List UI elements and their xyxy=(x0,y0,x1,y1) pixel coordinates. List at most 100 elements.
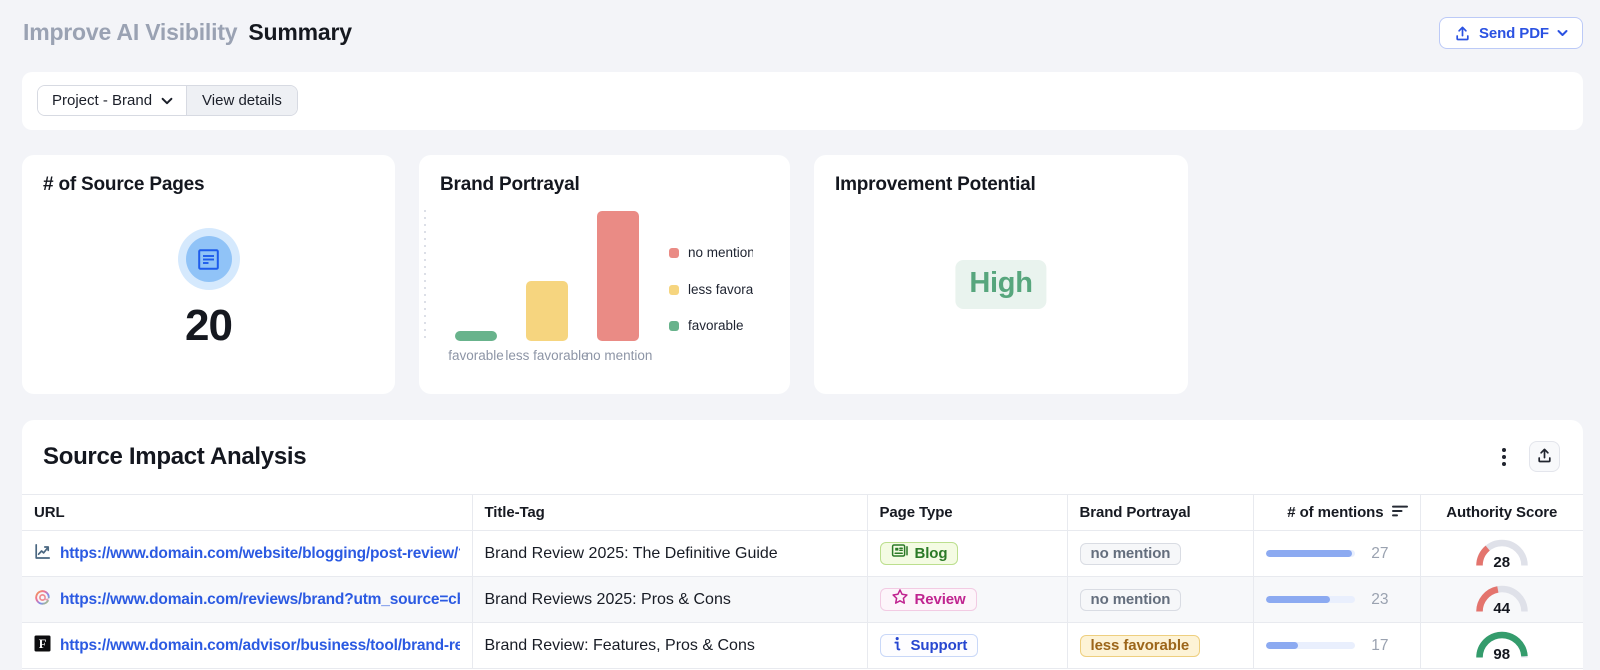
upload-icon xyxy=(1536,447,1553,467)
bar-favorable xyxy=(455,331,497,341)
title-tag-cell: Brand Review 2025: The Definitive Guide xyxy=(472,530,868,577)
mentions-cell: 27 xyxy=(1265,544,1408,563)
mentions-value: 23 xyxy=(1371,590,1389,608)
column-header-url[interactable]: URL xyxy=(22,494,473,531)
brand-portrayal-badge: less favorable xyxy=(1079,634,1201,657)
brand-portrayal-label: no mention xyxy=(1090,591,1171,608)
x-label-less-favorable: less favorable xyxy=(505,348,589,363)
info-icon xyxy=(891,636,905,656)
brand-portrayal-chart xyxy=(419,210,679,341)
page-title-section: Improve AI Visibility xyxy=(23,19,238,45)
authority-score-value: 44 xyxy=(1493,600,1511,617)
authority-score-gauge: 98 xyxy=(1476,630,1528,663)
table-row: https://www.domain.com/reviews/brand?utm… xyxy=(22,576,1583,623)
page-type-label: Blog xyxy=(914,544,948,562)
mentions-value: 27 xyxy=(1371,544,1389,562)
column-header-authority-score[interactable]: Authority Score xyxy=(1420,494,1583,531)
page-type-badge-blog: Blog xyxy=(879,541,959,565)
legend-swatch-less-favorable xyxy=(669,284,679,295)
mentions-value: 17 xyxy=(1371,636,1389,654)
brand-portrayal-card: Brand Portrayal favorable less favorable… xyxy=(419,155,790,394)
legend-swatch-favorable xyxy=(669,320,679,331)
page-title-subpage: Summary xyxy=(248,19,352,45)
legend-item-favorable: favorable xyxy=(669,318,744,333)
brand-portrayal-title: Brand Portrayal xyxy=(440,174,580,195)
mentions-cell: 23 xyxy=(1265,590,1408,609)
source-impact-table: URL Title-Tag Page Type Brand Portrayal … xyxy=(22,494,1583,669)
project-control: Project - Brand View details xyxy=(37,85,298,116)
export-button[interactable] xyxy=(1529,441,1560,472)
svg-text:F: F xyxy=(39,637,47,651)
mentions-bar-fill xyxy=(1265,596,1331,603)
bar-no-mention xyxy=(597,211,639,341)
upload-icon xyxy=(1454,25,1471,42)
page-type-label: Review xyxy=(914,590,966,608)
page-header: Improve AI Visibility Summary Send PDF xyxy=(0,0,1600,72)
table-row: F https://www.domain.com/advisor/busines… xyxy=(22,622,1583,669)
brand-portrayal-label: no mention xyxy=(1090,545,1171,562)
page-type-label: Support xyxy=(910,637,968,654)
x-label-favorable: favorable xyxy=(448,348,504,363)
chart-y-axis xyxy=(424,210,426,341)
improvement-potential-card: Improvement Potential High xyxy=(814,155,1188,394)
brand-portrayal-badge: no mention xyxy=(1079,588,1182,611)
rainbow-at-favicon xyxy=(34,589,51,611)
url-link[interactable]: https://www.domain.com/advisor/business/… xyxy=(60,636,460,654)
column-header-brand-portrayal[interactable]: Brand Portrayal xyxy=(1067,494,1254,531)
source-pages-title: # of Source Pages xyxy=(43,174,205,195)
legend-item-less-favorable: less favorable xyxy=(669,282,753,297)
authority-score-value: 28 xyxy=(1493,554,1511,571)
source-impact-card: Source Impact Analysis URL Title-Tag Pag… xyxy=(22,420,1583,670)
project-select[interactable]: Project - Brand xyxy=(38,86,188,115)
star-icon xyxy=(891,588,909,610)
chevron-down-icon xyxy=(161,92,173,109)
toolbar: Project - Brand View details xyxy=(22,72,1583,130)
send-pdf-label: Send PDF xyxy=(1478,24,1549,42)
url-link[interactable]: https://www.domain.com/website/blogging/… xyxy=(60,544,460,562)
page-type-badge-review: Review xyxy=(879,587,977,611)
forbes-f-favicon: F xyxy=(34,635,51,657)
legend-label-less-favorable: less favorable xyxy=(688,282,753,297)
mentions-cell: 17 xyxy=(1265,636,1408,655)
source-pages-value: 20 xyxy=(185,301,233,350)
legend-item-no-mention: no mention xyxy=(669,245,753,260)
send-pdf-button[interactable]: Send PDF xyxy=(1438,17,1583,49)
blog-icon xyxy=(891,542,909,564)
source-impact-title: Source Impact Analysis xyxy=(43,443,307,470)
title-tag-cell: Brand Review: Features, Pros & Cons xyxy=(472,622,868,669)
authority-score-gauge: 44 xyxy=(1476,584,1528,617)
document-icon xyxy=(185,236,232,282)
url-link[interactable]: https://www.domain.com/reviews/brand?utm… xyxy=(60,590,460,608)
legend-label-no-mention: no mention xyxy=(688,245,753,260)
column-header-page-type[interactable]: Page Type xyxy=(867,494,1068,531)
brand-portrayal-badge: no mention xyxy=(1079,542,1182,565)
column-header-mentions[interactable]: # of mentions xyxy=(1253,494,1421,531)
authority-score-gauge: 28 xyxy=(1476,538,1528,571)
authority-score-value: 98 xyxy=(1493,646,1511,663)
view-details-label: View details xyxy=(202,92,282,109)
page-title: Improve AI Visibility Summary xyxy=(23,19,352,46)
chevron-down-icon xyxy=(1557,29,1568,37)
source-pages-icon-halo xyxy=(177,228,240,290)
kebab-menu-icon[interactable] xyxy=(1493,445,1515,469)
mentions-bar-track xyxy=(1265,596,1355,603)
legend-swatch-no-mention xyxy=(669,247,679,258)
column-header-mentions-label: # of mentions xyxy=(1287,504,1384,522)
view-details-button[interactable]: View details xyxy=(187,86,297,115)
sort-descending-icon xyxy=(1391,504,1408,521)
brand-portrayal-label: less favorable xyxy=(1090,637,1190,654)
project-select-value: Project - Brand xyxy=(52,92,153,109)
column-header-title-tag[interactable]: Title-Tag xyxy=(472,494,868,531)
title-tag-cell: Brand Reviews 2025: Pros & Cons xyxy=(472,576,868,623)
line-chart-favicon xyxy=(34,543,51,565)
mentions-bar-fill xyxy=(1265,550,1352,557)
mentions-bar-track xyxy=(1265,550,1355,557)
bar-less-favorable xyxy=(526,281,568,341)
x-label-no-mention: no mention xyxy=(585,348,653,363)
mentions-bar-fill xyxy=(1265,642,1298,649)
source-pages-card: # of Source Pages 20 xyxy=(22,155,395,394)
page-type-badge-support: Support xyxy=(879,634,979,657)
mentions-bar-track xyxy=(1265,642,1355,649)
table-row: https://www.domain.com/website/blogging/… xyxy=(22,530,1583,577)
